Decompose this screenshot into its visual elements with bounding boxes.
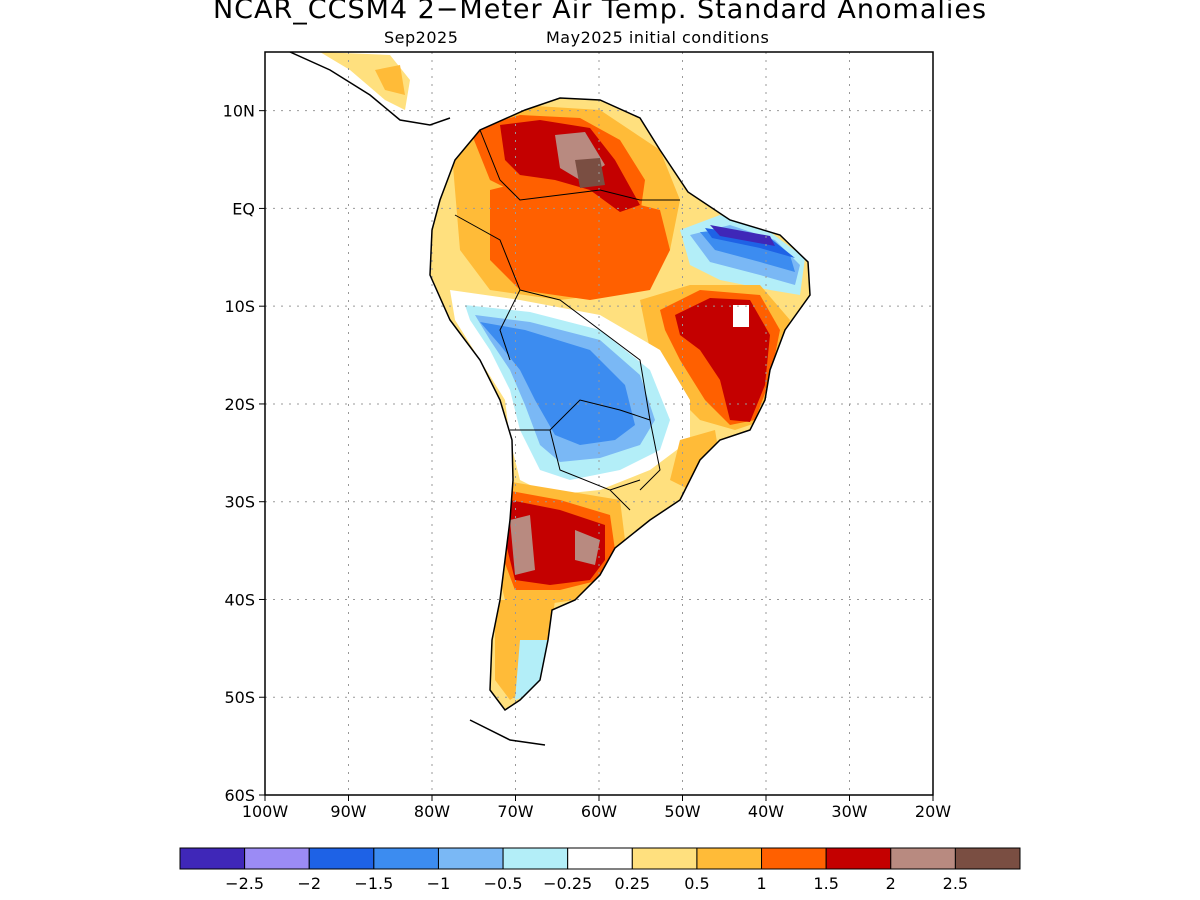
colorbar-label: 1.5 [813,874,838,893]
map-title: NCAR_CCSM4 2−Meter Air Temp. Standard An… [212,0,988,25]
country-borders [454,129,680,511]
colorbar-label: −2.5 [225,874,264,893]
initial-conditions: May2025 initial conditions [546,28,770,47]
lon-label: 80W [414,802,450,821]
colorbar-swatch [825,847,892,870]
colorbar-swatch [631,847,698,870]
colorbar-swatch [761,847,827,870]
lon-label: 60W [581,802,617,821]
colorbar-label: −1 [427,874,451,893]
colorbar-label: −1.5 [354,874,393,893]
lon-label: 90W [330,802,366,821]
lat-label: 60S [224,786,255,805]
colorbar [179,847,1021,870]
colorbar-swatch [954,847,1021,870]
colorbar-swatch [308,847,375,870]
colorbar-label: −2 [297,874,321,893]
lon-label: 30W [831,802,867,821]
colorbar-swatch [179,847,246,870]
lat-label: 10S [224,297,255,316]
colorbar-swatch [244,847,310,870]
colorbar-swatch [502,847,569,870]
lon-label: 40W [748,802,784,821]
colorbar-swatch [437,847,504,870]
colorbar-swatch [890,847,956,870]
coastline [289,52,811,746]
colorbar-label: −0.5 [484,874,523,893]
lat-label: 10N [223,102,255,121]
colorbar-label: 2 [886,874,896,893]
lat-label: 40S [224,590,255,609]
colorbar-label: 2.5 [943,874,968,893]
colorbar-labels: −2.5 −2 −1.5 −1 −0.5 −0.25 0.25 0.5 1 1.5 2 2.5 [225,874,968,893]
colorbar-label: 1 [756,874,766,893]
lat-label: 20S [224,395,255,414]
lon-label: 100W [242,802,289,821]
colorbar-label: 0.5 [684,874,709,893]
colorbar-label: −0.25 [543,874,592,893]
latitude-labels: 10N EQ 10S 20S 30S 40S 50S 60S [223,102,265,805]
lon-label: 50W [664,802,700,821]
forecast-month: Sep2025 [384,28,459,47]
lon-label: 20W [915,802,951,821]
colorbar-swatch [373,847,439,870]
colorbar-swatch [696,847,763,870]
longitude-labels: 100W 90W 80W 70W 60W 50W 40W 30W 20W [242,795,951,821]
lat-label: 30S [224,493,255,512]
lon-label: 70W [497,802,533,821]
colorbar-label: 0.25 [614,874,650,893]
lat-label: EQ [232,199,255,218]
colorbar-swatch [567,847,633,870]
lat-label: 50S [224,688,255,707]
